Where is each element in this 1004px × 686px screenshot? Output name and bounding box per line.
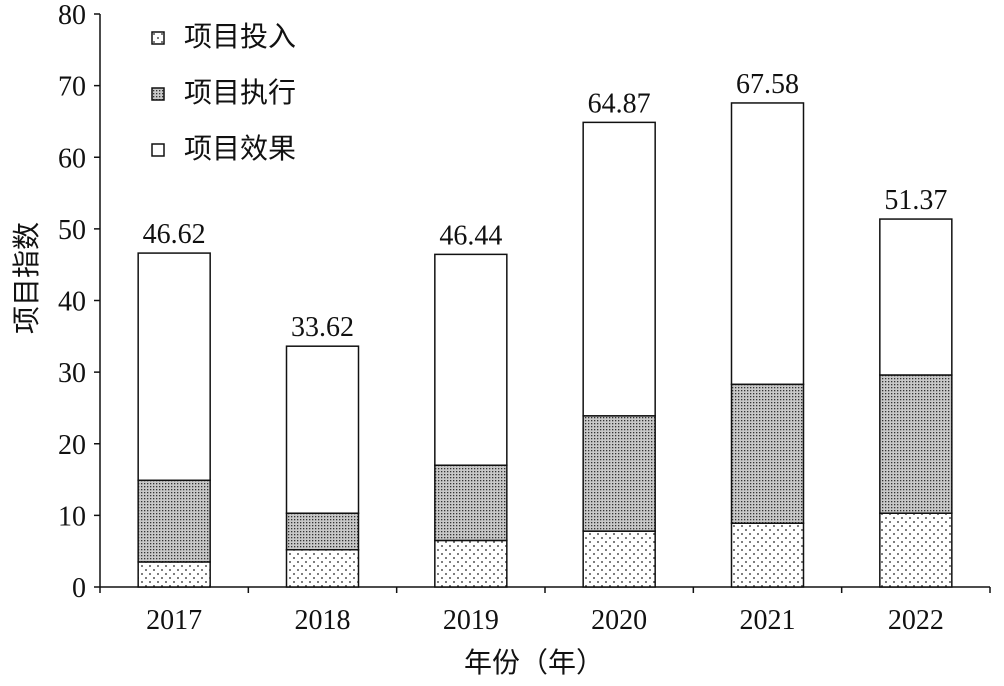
x-tick-label: 2019 (443, 605, 499, 636)
x-tick-label: 2018 (295, 605, 351, 636)
legend-swatch (151, 31, 165, 45)
y-tick-label: 40 (58, 287, 86, 318)
data-label: 64.87 (588, 88, 651, 119)
legend-swatch (151, 143, 165, 157)
bar-segment-2 (137, 479, 211, 563)
y-tick-label: 30 (58, 358, 86, 389)
x-tick-label: 2017 (146, 605, 202, 636)
bar-segment-3 (730, 102, 805, 386)
y-axis-title: 项目指数 (11, 222, 43, 334)
y-tick-label: 80 (58, 0, 86, 31)
data-label: 67.58 (736, 69, 799, 100)
bar-segment-1 (730, 522, 805, 588)
bar-segment-1 (582, 530, 656, 588)
data-label: 33.62 (291, 312, 354, 343)
bar-segment-3 (582, 121, 656, 417)
legend-label: 项目效果 (184, 133, 296, 165)
y-tick-label: 20 (58, 430, 86, 461)
bar-segment-3 (434, 253, 508, 466)
x-axis-title: 年份（年） (464, 647, 604, 679)
y-tick-label: 70 (58, 72, 86, 103)
data-label: 46.62 (143, 219, 206, 250)
chart-axes: 0 10 20 30 40 50 60 70 80 (58, 0, 991, 604)
data-label: 51.37 (884, 185, 947, 216)
bar-segment-2 (730, 383, 805, 525)
legend-swatch (151, 87, 165, 101)
y-tick-label: 60 (58, 143, 86, 174)
data-label: 46.44 (439, 220, 502, 251)
bar-segment-1 (879, 512, 953, 588)
y-tick-label: 10 (58, 501, 86, 532)
x-tick-label: 2022 (888, 605, 944, 636)
bar-segment-3 (137, 252, 211, 482)
bar-segment-1 (137, 561, 211, 588)
bar-segment-1 (434, 539, 508, 588)
chart-bars (137, 102, 953, 588)
legend-label: 项目投入 (184, 21, 296, 53)
x-tick-label: 2021 (740, 605, 796, 636)
chart-labels: 2017 46.62 2018 33.62 2019 46.44 2020 64.87 2021… (143, 69, 948, 636)
bar-segment-1 (285, 549, 360, 588)
bar-segment-2 (285, 512, 360, 551)
legend-label: 项目执行 (184, 77, 296, 109)
bar-segment-2 (434, 464, 508, 542)
y-tick-label: 0 (72, 573, 86, 604)
y-tick-label: 50 (58, 215, 86, 246)
bar-segment-3 (879, 218, 953, 376)
bar-segment-3 (285, 345, 360, 514)
x-tick-label: 2020 (591, 605, 647, 636)
bar-segment-2 (582, 415, 656, 532)
bar-segment-2 (879, 374, 953, 514)
